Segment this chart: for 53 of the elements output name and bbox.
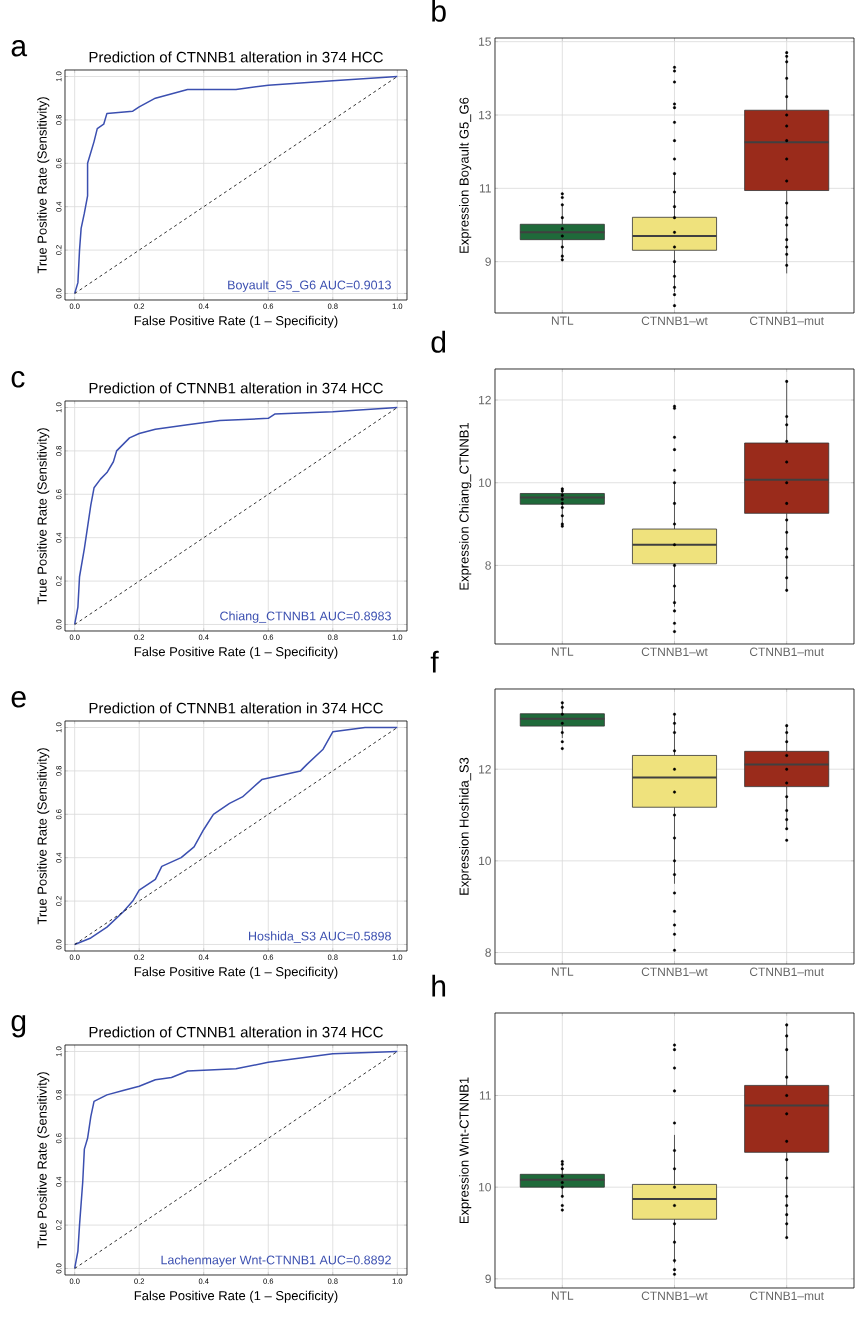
- annotation: Lachenmayer Wnt-CTNNB1 AUC=0.8892: [161, 1255, 391, 1267]
- y-tick-label: 15: [479, 37, 491, 46]
- y-axis-title: Expression Wnt-CTNNB1: [459, 1077, 472, 1224]
- x-tick-label: CTNNB1–wt: [641, 647, 708, 657]
- x-tick-label: CTNNB1–mut: [749, 1291, 824, 1301]
- y-axis-title: Expression Hoshida_S3: [459, 757, 472, 895]
- y-axis-title: True Positive Rate (Sensitivity): [37, 1072, 50, 1249]
- annotation: Hoshida_S3 AUC=0.5898: [249, 931, 391, 943]
- text: f: [430, 650, 439, 673]
- x-tick-label: CTNNB1–wt: [641, 316, 708, 326]
- y-tick-label: 10: [479, 856, 491, 866]
- y-tick-label: 10: [479, 1182, 491, 1192]
- x-axis-title: False Positive Rate (1 – Specificity): [134, 966, 338, 979]
- y-tick-label: 11: [479, 1091, 491, 1100]
- y-tick-label: 9: [485, 1274, 491, 1284]
- x-axis-title: False Positive Rate (1 – Specificity): [134, 646, 338, 659]
- y-tick-label: 13: [479, 110, 491, 120]
- x-tick-label: CTNNB1–mut: [749, 967, 824, 977]
- text: a: [11, 40, 28, 57]
- text: b: [432, 0, 446, 22]
- chart-title: Prediction of CTNNB1 alteration in 374 HCC: [89, 51, 383, 63]
- y-axis-title: True Positive Rate (Sensitivity): [37, 428, 50, 605]
- annotation: Boyault_G5_G6 AUC=0.9013: [228, 280, 391, 292]
- text: c: [11, 371, 25, 388]
- annotation: Chiang_CTNNB1 AUC=0.8983: [220, 611, 391, 623]
- x-tick-label: CTNNB1–mut: [749, 647, 824, 657]
- y-tick-label: 8: [485, 561, 491, 570]
- chart-title: Prediction of CTNNB1 alteration in 374 HCC: [89, 702, 383, 714]
- x-tick-label: NTL: [551, 967, 574, 976]
- x-axis-title: False Positive Rate (1 – Specificity): [134, 1290, 338, 1303]
- y-axis-title: Expression Boyault G5_G6: [459, 97, 472, 253]
- y-tick-label: 9: [485, 257, 491, 266]
- y-tick-label: 8: [485, 948, 491, 957]
- x-tick-label: NTL: [551, 1291, 574, 1300]
- y-tick-label: 11: [479, 184, 491, 193]
- text: g: [11, 1015, 26, 1038]
- x-tick-label: CTNNB1–wt: [641, 1291, 708, 1301]
- x-axis-title: False Positive Rate (1 – Specificity): [134, 315, 338, 328]
- y-tick-label: 12: [479, 765, 491, 774]
- x-tick-label: CTNNB1–mut: [749, 316, 824, 326]
- y-axis-title: True Positive Rate (Sensitivity): [37, 97, 50, 274]
- text: h: [432, 974, 446, 997]
- text: e: [11, 691, 26, 708]
- text: d: [431, 330, 446, 353]
- x-tick-label: NTL: [551, 647, 574, 656]
- y-tick-label: 10: [479, 478, 491, 487]
- y-tick-label: 12: [479, 395, 491, 405]
- chart-title: Prediction of CTNNB1 alteration in 374 HCC: [89, 1026, 383, 1038]
- y-axis-title: True Positive Rate (Sensitivity): [37, 748, 50, 925]
- x-tick-label: CTNNB1–wt: [641, 967, 708, 977]
- y-axis-title: Expression Chiang_CTNNB1: [459, 422, 472, 590]
- chart-title: Prediction of CTNNB1 alteration in 374 HCC: [89, 382, 383, 394]
- x-tick-label: NTL: [551, 316, 574, 325]
